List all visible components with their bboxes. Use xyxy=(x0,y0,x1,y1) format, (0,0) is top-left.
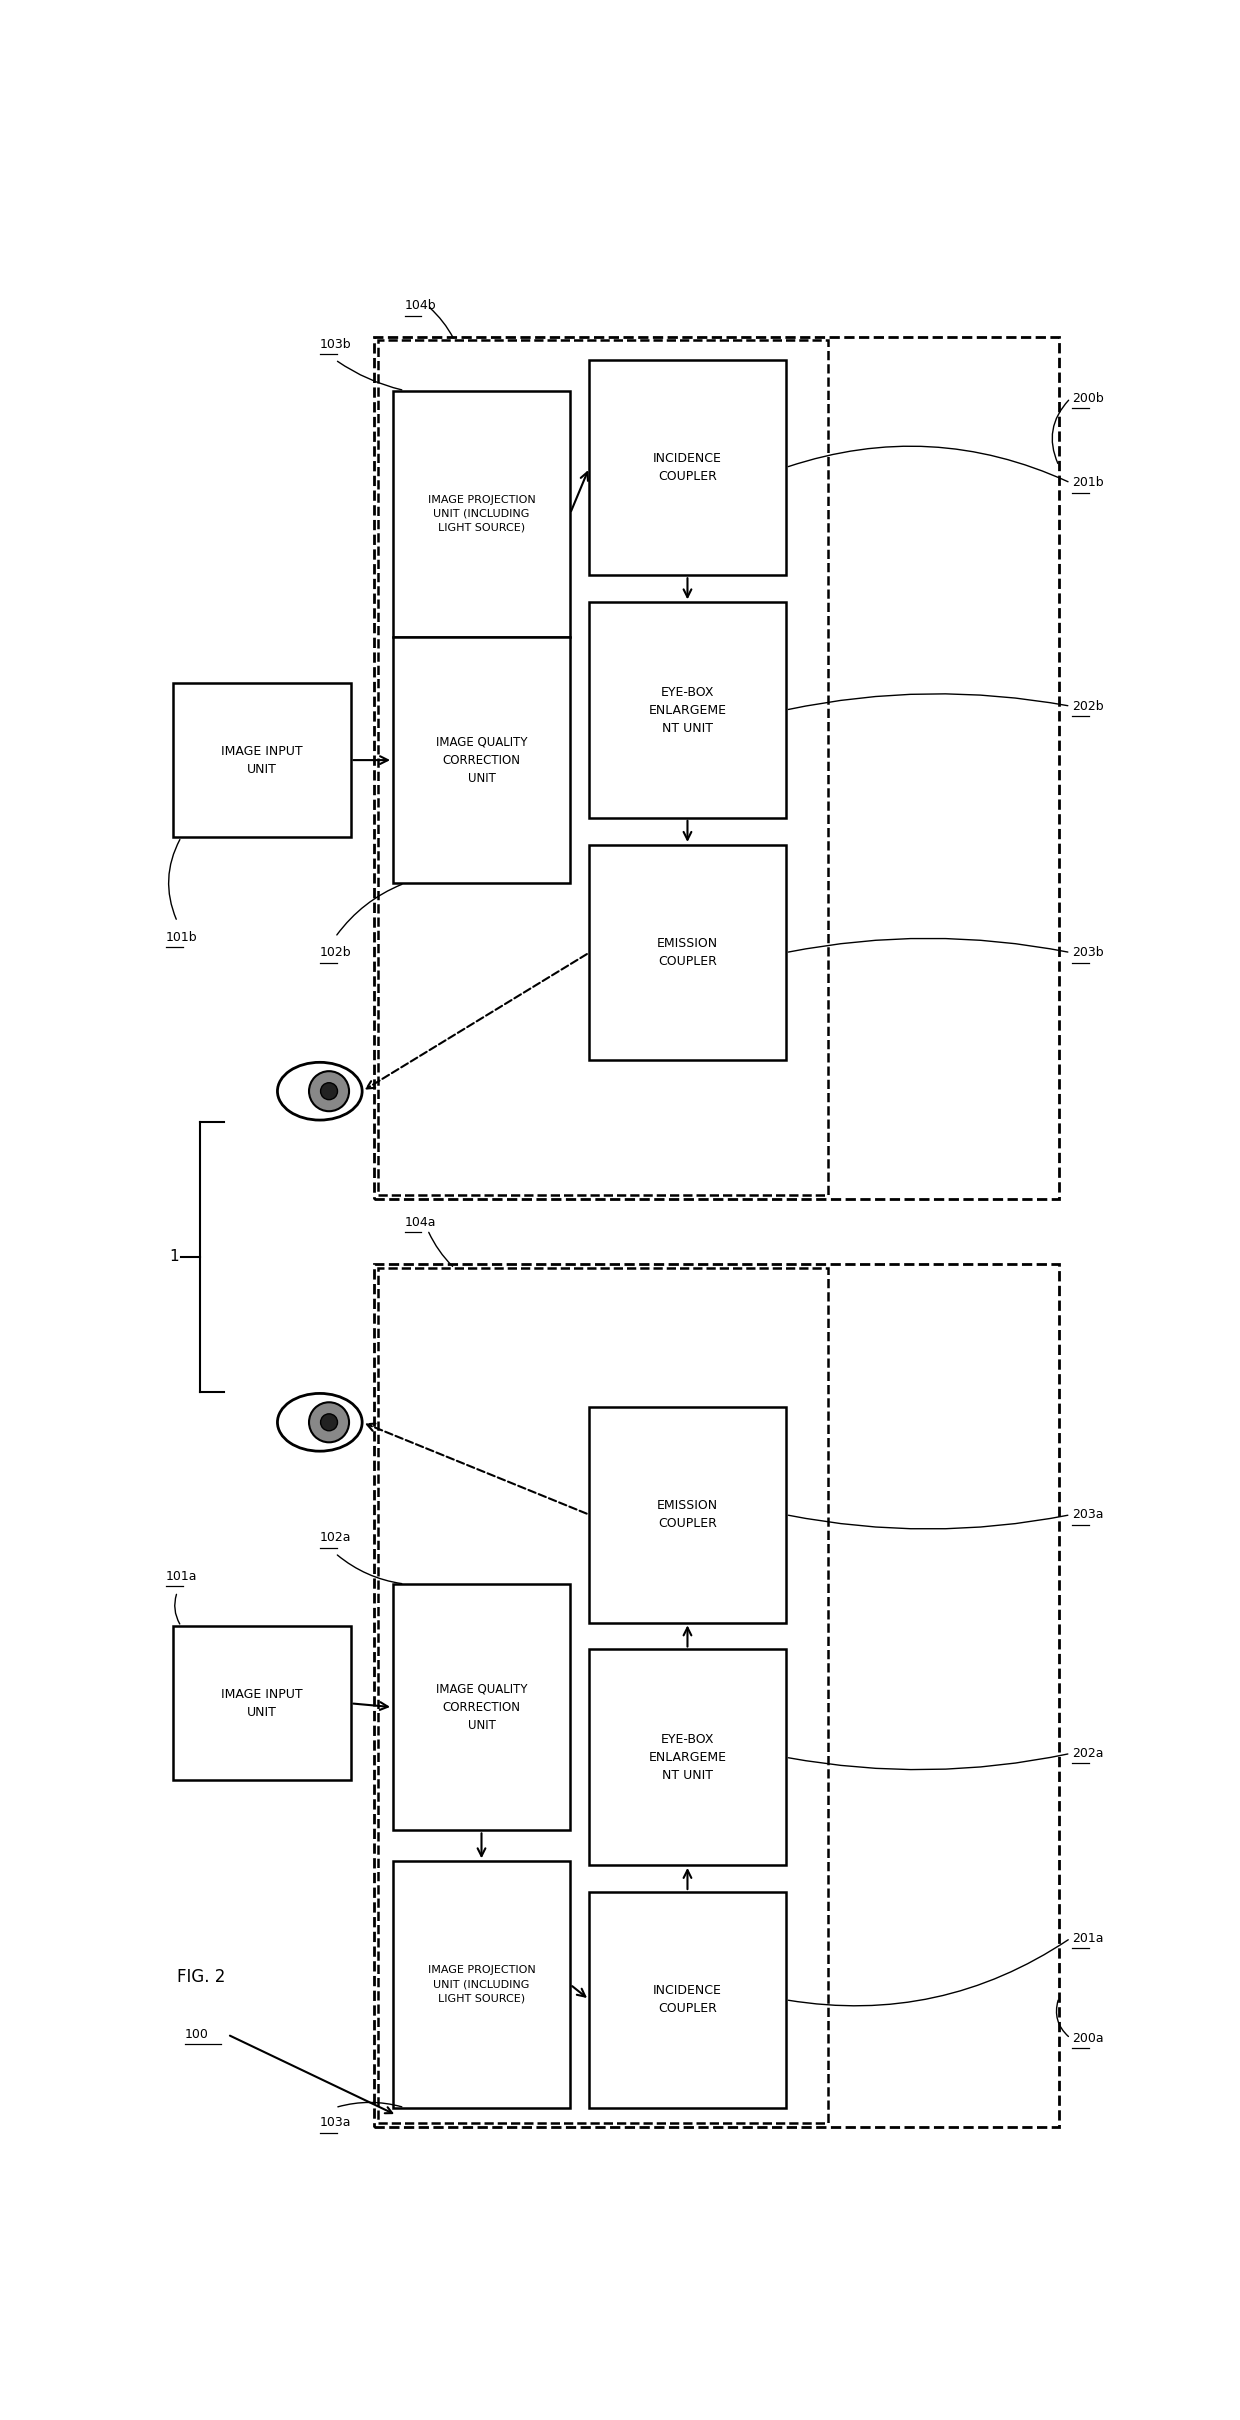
Bar xyxy=(393,390,570,636)
Ellipse shape xyxy=(321,1413,337,1430)
Text: 101a: 101a xyxy=(166,1571,197,1583)
Bar xyxy=(377,341,828,1195)
Bar xyxy=(393,636,570,883)
Text: 102a: 102a xyxy=(320,1532,351,1544)
Text: 201b: 201b xyxy=(1073,477,1104,489)
Text: 203a: 203a xyxy=(1073,1508,1104,1522)
Bar xyxy=(589,1892,786,2108)
Text: EMISSION
COUPLER: EMISSION COUPLER xyxy=(657,1500,718,1529)
Bar xyxy=(373,336,1059,1198)
Bar xyxy=(589,1406,786,1621)
Ellipse shape xyxy=(278,1394,362,1452)
Text: 103b: 103b xyxy=(320,339,351,351)
Bar xyxy=(174,1626,351,1781)
Text: 202b: 202b xyxy=(1073,699,1104,714)
Text: IMAGE PROJECTION
UNIT (INCLUDING
LIGHT SOURCE): IMAGE PROJECTION UNIT (INCLUDING LIGHT S… xyxy=(428,494,536,532)
Text: EMISSION
COUPLER: EMISSION COUPLER xyxy=(657,937,718,968)
Ellipse shape xyxy=(309,1401,350,1442)
Text: 201a: 201a xyxy=(1073,1931,1104,1946)
Bar xyxy=(174,682,351,837)
Text: IMAGE QUALITY
CORRECTION
UNIT: IMAGE QUALITY CORRECTION UNIT xyxy=(435,736,527,784)
Text: 100: 100 xyxy=(185,2028,208,2040)
Bar xyxy=(589,845,786,1060)
Text: 102b: 102b xyxy=(320,946,351,958)
Text: 104a: 104a xyxy=(404,1215,436,1229)
Text: IMAGE QUALITY
CORRECTION
UNIT: IMAGE QUALITY CORRECTION UNIT xyxy=(435,1682,527,1733)
Text: INCIDENCE
COUPLER: INCIDENCE COUPLER xyxy=(653,1984,722,2016)
Text: 203b: 203b xyxy=(1073,946,1104,958)
Text: EYE-BOX
ENLARGEME
NT UNIT: EYE-BOX ENLARGEME NT UNIT xyxy=(649,1733,727,1781)
Text: 202a: 202a xyxy=(1073,1747,1104,1759)
Bar xyxy=(589,603,786,818)
Bar xyxy=(393,1861,570,2108)
Ellipse shape xyxy=(278,1062,362,1120)
Text: FIG. 2: FIG. 2 xyxy=(177,1967,226,1987)
Text: 200a: 200a xyxy=(1073,2033,1104,2045)
Text: 200b: 200b xyxy=(1073,392,1104,404)
Text: EYE-BOX
ENLARGEME
NT UNIT: EYE-BOX ENLARGEME NT UNIT xyxy=(649,685,727,736)
Ellipse shape xyxy=(321,1082,337,1099)
Text: 1: 1 xyxy=(170,1249,179,1263)
Text: IMAGE INPUT
UNIT: IMAGE INPUT UNIT xyxy=(221,1687,303,1718)
Bar xyxy=(393,1585,570,1830)
Bar xyxy=(377,1268,828,2122)
Text: IMAGE INPUT
UNIT: IMAGE INPUT UNIT xyxy=(221,745,303,774)
Text: INCIDENCE
COUPLER: INCIDENCE COUPLER xyxy=(653,453,722,484)
Bar xyxy=(373,1263,1059,2127)
Text: 101b: 101b xyxy=(166,932,197,944)
Text: IMAGE PROJECTION
UNIT (INCLUDING
LIGHT SOURCE): IMAGE PROJECTION UNIT (INCLUDING LIGHT S… xyxy=(428,1965,536,2004)
Bar xyxy=(589,361,786,576)
Text: 104b: 104b xyxy=(404,300,436,312)
Bar xyxy=(589,1650,786,1866)
Text: 103a: 103a xyxy=(320,2118,351,2130)
Ellipse shape xyxy=(309,1072,350,1111)
